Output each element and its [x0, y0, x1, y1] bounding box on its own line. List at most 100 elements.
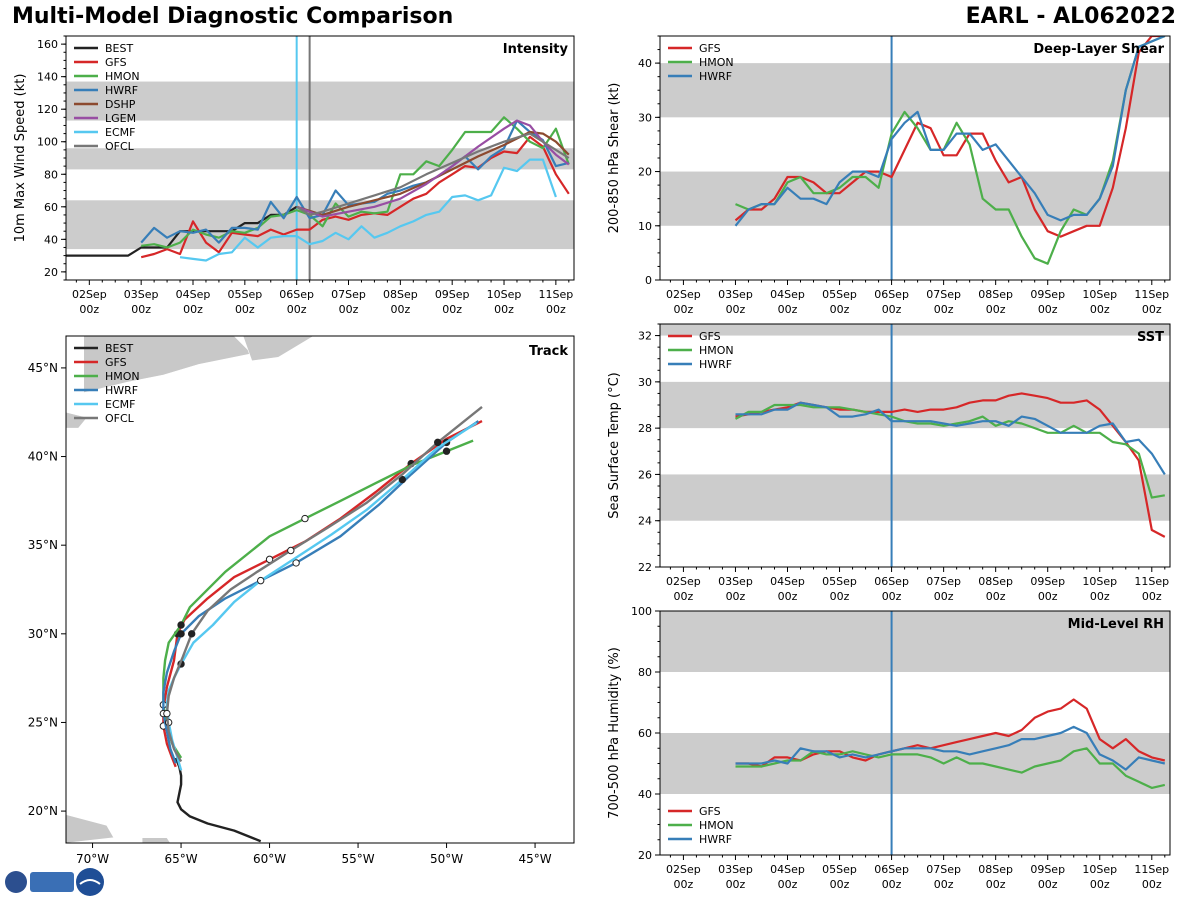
y-tick-label: 40 [638, 57, 652, 70]
x-tick-label: 04Sep [770, 288, 805, 301]
x-tick-label: 00z [674, 590, 694, 603]
x-tick-label: 00z [830, 878, 850, 891]
x-tick-label: 07Sep [926, 863, 961, 876]
chart-shear: 0 10 20 30 40 02Sep 00z 03Sep 00z 04Sep 00z 05Sep 00… [607, 35, 1171, 316]
x-tick-label: 07Sep [331, 288, 366, 301]
land-mass [141, 837, 171, 843]
land-mass [242, 336, 315, 362]
x-tick-label: 00z [1142, 303, 1162, 316]
track-line-ecmf [165, 421, 478, 771]
x-tick-label: 05Sep [227, 288, 262, 301]
y-tick-label: 100 [631, 605, 652, 618]
x-tick-label: 07Sep [926, 288, 961, 301]
x-tick-label: 00z [778, 590, 798, 603]
x-tick-label: 00z [830, 303, 850, 316]
track-marker-hwrf [177, 630, 185, 638]
x-tick-label: 00z [830, 590, 850, 603]
series-line-hwrf [735, 401, 1166, 475]
x-tick-label: 10Sep [487, 288, 522, 301]
y-tick-label: 32 [638, 330, 652, 343]
legend-label-ecmf: ECMF [105, 398, 135, 411]
track-marker-hmon [301, 514, 309, 523]
x-tick-label: 11Sep [1134, 863, 1169, 876]
y-axis-label: Sea Surface Temp (°C) [607, 372, 622, 519]
series-line-gfs [735, 698, 1166, 768]
legend-label-lgem: LGEM [105, 112, 136, 125]
x-tick-label: 00z [674, 303, 694, 316]
threshold-band [66, 81, 574, 121]
x-tick-label: 00z [934, 303, 954, 316]
legend-label-dshp: DSHP [105, 98, 136, 111]
plot-frame [65, 335, 575, 844]
y-tick-label: 35°N [28, 538, 58, 552]
x-tick-label: 00z [934, 878, 954, 891]
legend-label-hwrf: HWRF [699, 70, 732, 83]
legend-label-hwrf: HWRF [699, 833, 732, 846]
legend-label-hmon: HMON [699, 819, 734, 832]
legend-label-gfs: GFS [105, 56, 127, 69]
series-group [735, 698, 1166, 790]
track-marker-ofcl [187, 630, 196, 638]
legend-label-hmon: HMON [699, 344, 734, 357]
legend-label-ofcl: OFCL [105, 412, 135, 425]
x-tick-label: 00z [1142, 590, 1162, 603]
legend-label-ecmf: ECMF [105, 126, 135, 139]
x-tick-label: 00z [546, 303, 566, 316]
x-tick-label: 00z [183, 303, 203, 316]
x-tick-label: 00z [726, 303, 746, 316]
threshold-band [660, 63, 1170, 118]
y-tick-label: 24 [638, 515, 652, 528]
x-tick-label: 03Sep [718, 288, 753, 301]
x-tick-label: 00z [1090, 303, 1110, 316]
series-line-hwrf [734, 36, 1166, 227]
x-tick-label: 00z [1038, 590, 1058, 603]
x-tick-label: 06Sep [279, 288, 314, 301]
y-tick-label: 140 [37, 71, 58, 84]
threshold-band [660, 171, 1170, 226]
x-tick-label: 11Sep [538, 288, 573, 301]
chart-track: 70°W 65°W 60°W 55°W 50°W 45°W 20°N 25°N 30°N 35°N… [28, 335, 575, 866]
legend-label-best: BEST [105, 42, 133, 55]
y-tick-label: 100 [37, 136, 58, 149]
x-tick-label: 00z [986, 303, 1006, 316]
series-line-ecmf [179, 158, 557, 262]
legend-label-hwrf: HWRF [699, 358, 732, 371]
x-tick-label: 70°W [76, 852, 109, 866]
track-line-ofcl [165, 405, 483, 763]
legend-label-best: BEST [105, 342, 133, 355]
y-tick-label: 28 [638, 422, 652, 435]
legend-label-gfs: GFS [699, 42, 721, 55]
y-tick-label: 20 [44, 266, 58, 279]
track-marker-ofcl [434, 438, 442, 447]
page-title: Multi-Model Diagnostic Comparison [12, 4, 454, 29]
series-line-gfs [734, 36, 1165, 238]
x-tick-label: 04Sep [176, 288, 211, 301]
x-tick-label: 09Sep [435, 288, 470, 301]
chart-title: SST [1137, 330, 1164, 345]
x-tick-label: 50°W [430, 852, 463, 866]
x-tick-label: 10Sep [1082, 575, 1117, 588]
x-tick-label: 05Sep [822, 288, 857, 301]
x-tick-label: 06Sep [874, 575, 909, 588]
legend-label-ofcl: OFCL [105, 140, 135, 153]
x-tick-label: 00z [1142, 878, 1162, 891]
threshold-band [660, 474, 1170, 521]
x-tick-label: 00z [494, 303, 514, 316]
x-tick-label: 09Sep [1030, 288, 1065, 301]
x-tick-label: 03Sep [718, 863, 753, 876]
x-tick-label: 65°W [164, 852, 197, 866]
x-tick-label: 00z [1090, 590, 1110, 603]
legend-label-gfs: GFS [699, 330, 721, 343]
y-tick-label: 22 [638, 561, 652, 574]
x-tick-label: 00z [1038, 878, 1058, 891]
track-marker-ecmf [398, 475, 407, 484]
x-tick-label: 02Sep [666, 863, 701, 876]
x-tick-label: 00z [726, 878, 746, 891]
storm-id-title: EARL - AL062022 [965, 4, 1176, 29]
track-marker-ofcl [287, 546, 295, 555]
chart-title: Intensity [503, 42, 569, 57]
